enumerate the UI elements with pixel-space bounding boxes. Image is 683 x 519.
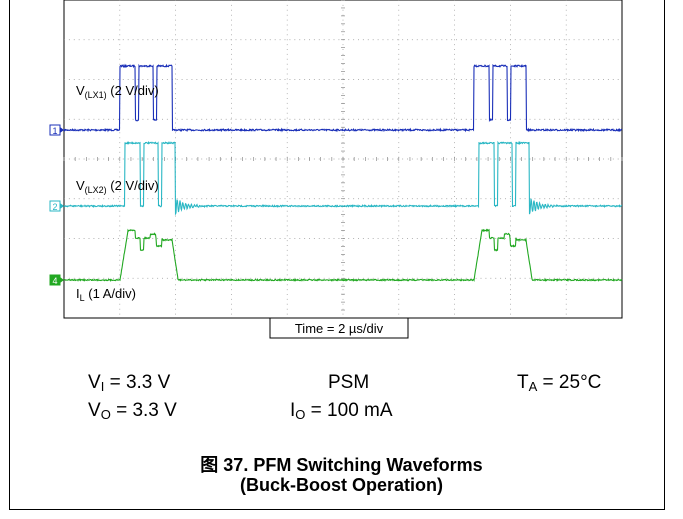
figure-caption-line1: 图 37. PFM Switching Waveforms [200, 455, 483, 475]
channel-label-lx1: V(LX1) (2 V/div) [76, 83, 159, 100]
traces [63, 63, 623, 283]
channel-marker-text: 2 [52, 202, 57, 212]
figure-frame [9, 0, 665, 510]
figure-caption-line2: (Buck-Boost Operation) [239, 475, 443, 495]
trace-lx1 [63, 63, 623, 133]
channel-marker-4: 4 [49, 274, 64, 286]
trace-il [63, 228, 623, 283]
time-scale-box [269, 317, 409, 339]
channel-marker-1: 1 [49, 124, 64, 136]
channel-marker-text: 4 [52, 276, 57, 286]
channel-markers: 1 2 4 [49, 124, 64, 286]
condition-io: IO = 100 mA [290, 400, 393, 422]
channel-label-il: IL (1 A/div) [76, 286, 136, 303]
trace-lx2 [63, 140, 623, 216]
condition-vi: VI = 3.3 V [88, 372, 171, 394]
channel-marker-arrow [60, 127, 64, 133]
time-scale-label: Time = 2 µs/div [295, 321, 384, 336]
condition-vo: VO = 3.3 V [88, 400, 177, 422]
oscilloscope-plot: 1 2 4 V(LX1) (2 V/div) V(LX2) (2 V/div) IL… [49, 0, 623, 339]
condition-mode: PSM [328, 372, 370, 393]
channel-marker-arrow [60, 203, 64, 209]
channel-marker-text: 1 [52, 126, 57, 136]
channel-marker-2: 2 [49, 200, 64, 212]
channel-marker-arrow [60, 277, 64, 283]
channel-label-lx2: V(LX2) (2 V/div) [76, 178, 159, 195]
condition-ta: TA = 25°C [517, 372, 602, 394]
